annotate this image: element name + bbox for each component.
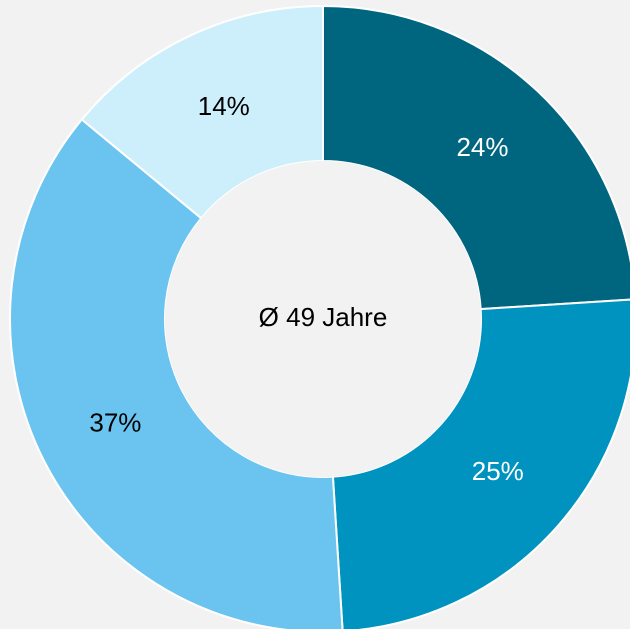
data-label: 24% xyxy=(456,132,508,162)
data-label: 14% xyxy=(198,91,250,121)
data-label: 37% xyxy=(89,408,141,438)
center-label: Ø 49 Jahre xyxy=(259,302,388,332)
data-label: 25% xyxy=(472,456,524,486)
donut-hole xyxy=(165,161,481,477)
